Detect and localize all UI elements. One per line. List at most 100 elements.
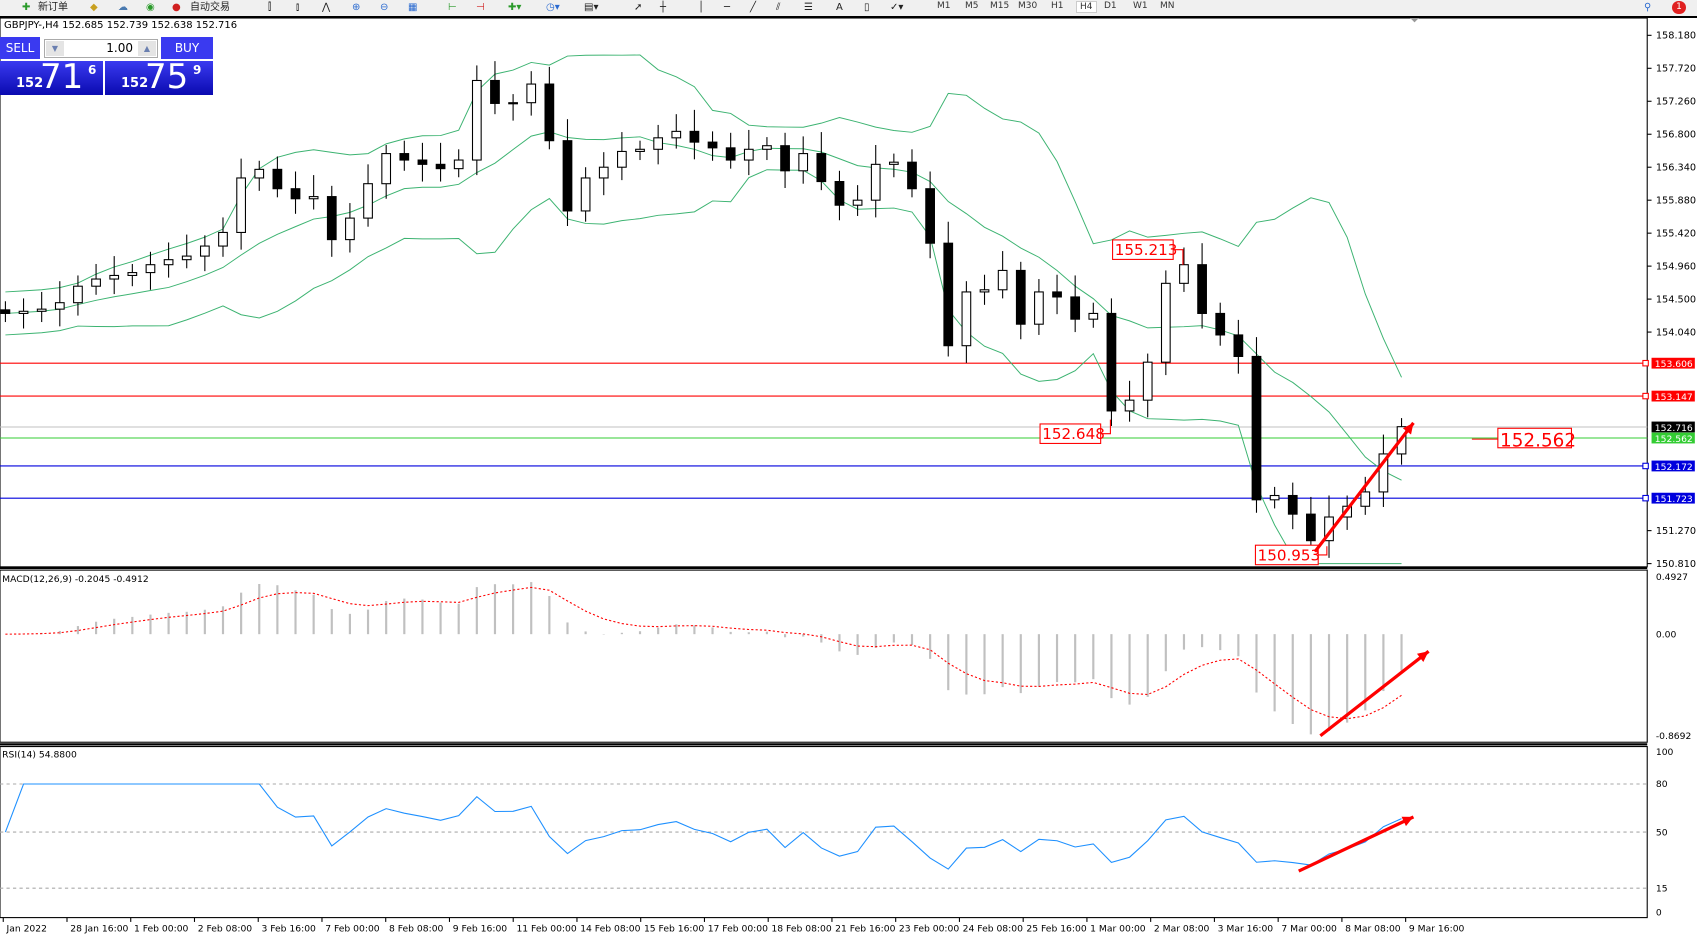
sell-button[interactable]: SELL (0, 37, 40, 59)
candle (526, 83, 537, 104)
text-label-icon[interactable]: ▯ (864, 2, 870, 13)
macd-panel-frame (0, 569, 1648, 743)
period-h1[interactable]: H1 (1051, 1, 1064, 11)
line-chart-icon[interactable]: ⋀ (322, 2, 331, 13)
lot-increase-icon[interactable]: ▲ (138, 41, 156, 56)
new-order-button[interactable]: 新订单 (38, 2, 68, 13)
lot-decrease-icon[interactable]: ▼ (46, 41, 64, 56)
trend-arrow-rsi[interactable] (1298, 815, 1415, 873)
price-annotation-box[interactable] (1254, 544, 1319, 566)
period-w1[interactable]: W1 (1133, 1, 1148, 11)
line-handle[interactable] (1642, 392, 1649, 400)
bid-sup: 6 (88, 63, 97, 77)
candle (453, 159, 464, 170)
history-icon[interactable]: ◆ (90, 2, 98, 13)
equidistant-channel-icon[interactable]: ⫽ (776, 2, 781, 13)
rsi-axis-label: 80 (1656, 779, 1668, 790)
indicators-icon[interactable]: ✚▾ (508, 2, 522, 13)
candle (653, 137, 664, 150)
ask-price[interactable]: 152 75 9 (105, 57, 213, 97)
bid-price[interactable]: 152 71 6 (0, 57, 103, 97)
bar-chart-icon[interactable]: ⫿ (268, 2, 272, 13)
text-icon[interactable]: A (836, 2, 843, 13)
time-axis-label: Jan 2022 (5, 924, 46, 935)
period-mn[interactable]: MN (1160, 1, 1175, 11)
tile-windows-icon[interactable]: ▦ (408, 2, 418, 13)
zoom-in-icon[interactable]: ⊕ (352, 2, 361, 13)
period-m30[interactable]: M30 (1018, 1, 1038, 11)
time-axis-label: 17 Feb 00:00 (708, 924, 768, 935)
time-axis-label: 11 Feb 00:00 (516, 924, 576, 935)
search-icon[interactable]: ⚲ (1644, 2, 1652, 13)
macd-axis-label: -0.8692 (1656, 731, 1691, 742)
trend-arrow-price[interactable] (1313, 421, 1415, 553)
signal-icon[interactable]: ◉ (146, 2, 155, 13)
auto-trading-button[interactable]: 自动交易 (190, 2, 230, 13)
rsi-axis-label: 100 (1656, 747, 1674, 758)
price-line-label: 153.147 (1655, 392, 1693, 403)
line-handle[interactable] (1642, 494, 1649, 502)
price-annotation-box[interactable] (1112, 239, 1174, 260)
time-axis-label: 9 Feb 16:00 (453, 924, 508, 935)
chart-shift-marker[interactable] (1410, 18, 1419, 23)
auto-trading-icon[interactable]: ● (172, 2, 181, 13)
cloud-icon[interactable]: ☁ (118, 2, 128, 13)
fibonacci-icon[interactable]: ☰ (804, 2, 813, 13)
candle (961, 291, 972, 347)
cursor-icon[interactable]: ➚ (634, 2, 643, 13)
vertical-line-icon[interactable]: │ (698, 2, 705, 13)
lot-size-field[interactable]: ▼ 1.00 ▲ (44, 39, 158, 58)
time-axis-label: 1 Mar 00:00 (1090, 924, 1146, 935)
candle (272, 168, 283, 190)
line-handle[interactable] (1642, 462, 1649, 470)
candle (163, 259, 174, 266)
period-m1[interactable]: M1 (937, 1, 951, 11)
notification-badge[interactable]: 1 (1672, 1, 1686, 14)
candle (1179, 264, 1189, 284)
line-handle[interactable] (1642, 359, 1649, 367)
price-annotation-box[interactable] (1497, 427, 1572, 449)
templates-icon[interactable]: ▤▾ (584, 2, 599, 13)
autoscroll-icon[interactable]: ⊢ (448, 2, 457, 13)
candle (780, 145, 790, 172)
price-annotation-box[interactable] (1039, 423, 1102, 444)
candle (109, 274, 120, 280)
rsi-line (4, 783, 1402, 870)
candle (762, 145, 772, 150)
candle (834, 181, 845, 206)
time-axis-label: 7 Feb 00:00 (325, 924, 380, 935)
period-m15[interactable]: M15 (990, 1, 1010, 11)
time-axis-label: 8 Mar 08:00 (1345, 924, 1401, 935)
candle-chart-icon[interactable]: ⫾ (296, 2, 300, 13)
candle (508, 102, 518, 105)
candle (562, 140, 573, 212)
candle (1378, 453, 1389, 493)
lot-value[interactable]: 1.00 (106, 41, 133, 55)
annotation-leader (1173, 249, 1184, 265)
price-axis-label: 155.420 (1656, 228, 1696, 239)
period-h4[interactable]: H4 (1076, 1, 1097, 13)
horizontal-line-icon[interactable]: ─ (724, 2, 731, 13)
candle (888, 161, 899, 165)
zoom-out-icon[interactable]: ⊖ (380, 2, 389, 13)
chart-shift-icon[interactable]: ⊣ (476, 2, 485, 13)
crosshair-icon[interactable]: ┼ (660, 2, 667, 13)
period-m5[interactable]: M5 (965, 1, 979, 11)
periods-icon[interactable]: ◷▾ (546, 2, 560, 13)
buy-button[interactable]: BUY (161, 37, 213, 59)
trendline-icon[interactable]: ╱ (750, 2, 757, 13)
trend-arrow-rsi-head (1401, 816, 1414, 827)
candle (925, 188, 935, 244)
ask-prefix: 152 (121, 76, 149, 91)
chart-canvas[interactable]: 158.180 157.720 157.260 156.800 156.340 155.8… (0, 18, 1697, 936)
time-axis-label: 9 Mar 16:00 (1409, 924, 1465, 935)
new-order-icon[interactable]: ✚ (22, 2, 31, 13)
period-d1[interactable]: D1 (1104, 1, 1117, 11)
trend-arrow-macd[interactable] (1319, 650, 1430, 738)
candle (1360, 491, 1371, 507)
time-axis-label: 28 Jan 16:00 (70, 924, 128, 935)
candle (381, 153, 392, 185)
arrows-icon[interactable]: ✓▾ (890, 2, 904, 13)
macd-axis-label: 0.4927 (1656, 572, 1688, 583)
price-axis-label: 158.180 (1656, 31, 1696, 42)
